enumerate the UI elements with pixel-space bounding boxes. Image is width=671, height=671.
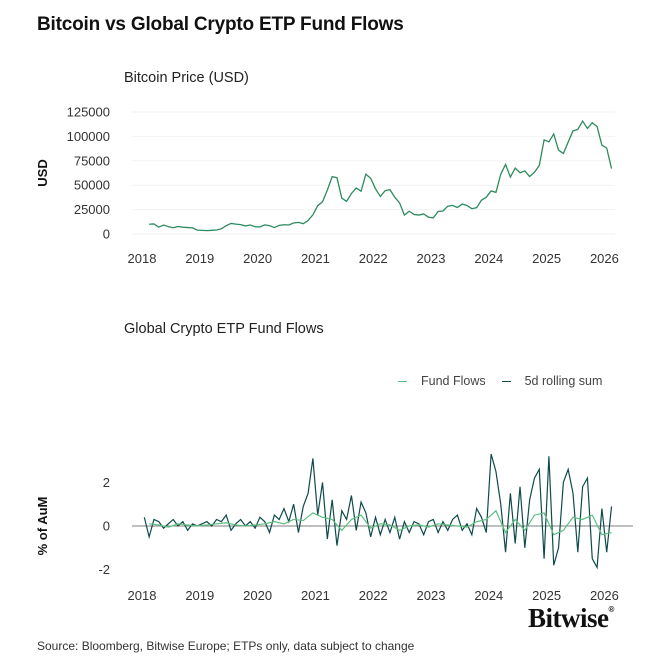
chart-title: Bitcoin vs Global Crypto ETP Fund Flows (37, 14, 404, 35)
x-tick-label: 2026 (590, 588, 619, 603)
y-tick-label: 100000 (67, 129, 110, 144)
y-tick-label: 75000 (74, 153, 110, 168)
bitwise-logo: Bitwise® (528, 603, 615, 633)
price-chart-title: Bitcoin Price (USD) (124, 70, 249, 86)
y-tick-label: 25000 (74, 202, 110, 217)
x-tick-label: 2019 (185, 251, 214, 266)
x-tick-label: 2021 (301, 588, 330, 603)
x-tick-label: 2022 (359, 251, 388, 266)
x-tick-label: 2024 (474, 251, 503, 266)
y-tick-label: 0 (103, 227, 110, 242)
y-tick-label: 50000 (74, 178, 110, 193)
fund-flows-line (149, 509, 612, 536)
legend-item-fund-flows: Fund Flows (398, 374, 486, 388)
legend-item-rolling-sum: 5d rolling sum (501, 374, 603, 388)
x-tick-label: 2018 (128, 251, 157, 266)
y-tick-label: 2 (103, 475, 110, 490)
x-tick-label: 2018 (128, 588, 157, 603)
x-tick-label: 2020 (243, 588, 272, 603)
x-tick-label: 2024 (474, 588, 503, 603)
price-line (149, 119, 613, 232)
y-axis-label: USD (35, 159, 50, 186)
x-tick-label: 2023 (417, 588, 446, 603)
legend-label-fund-flows: Fund Flows (421, 374, 486, 388)
legend: Fund Flows 5d rolling sum (398, 374, 602, 388)
x-tick-label: 2023 (417, 251, 446, 266)
x-tick-label: 2026 (590, 251, 619, 266)
x-tick-label: 2021 (301, 251, 330, 266)
flows-chart-title: Global Crypto ETP Fund Flows (124, 321, 324, 337)
fund-flows-swatch (398, 380, 407, 382)
x-tick-label: 2025 (532, 251, 561, 266)
logo-mark: ® (608, 605, 615, 614)
logo-text: Bitwise (528, 603, 609, 633)
x-tick-label: 2025 (532, 588, 561, 603)
legend-label-rolling-sum: 5d rolling sum (524, 374, 603, 388)
y-tick-label: -2 (98, 562, 110, 577)
y-axis-label: % of AuM (35, 497, 50, 556)
y-tick-label: 0 (103, 519, 110, 534)
y-tick-label: 125000 (67, 105, 110, 120)
x-tick-label: 2019 (185, 588, 214, 603)
x-tick-label: 2022 (359, 588, 388, 603)
rolling-sum-swatch (501, 380, 511, 382)
rolling-sum-line (143, 453, 613, 570)
x-tick-label: 2020 (243, 251, 272, 266)
source-note: Source: Bloomberg, Bitwise Europe; ETPs … (37, 639, 415, 653)
